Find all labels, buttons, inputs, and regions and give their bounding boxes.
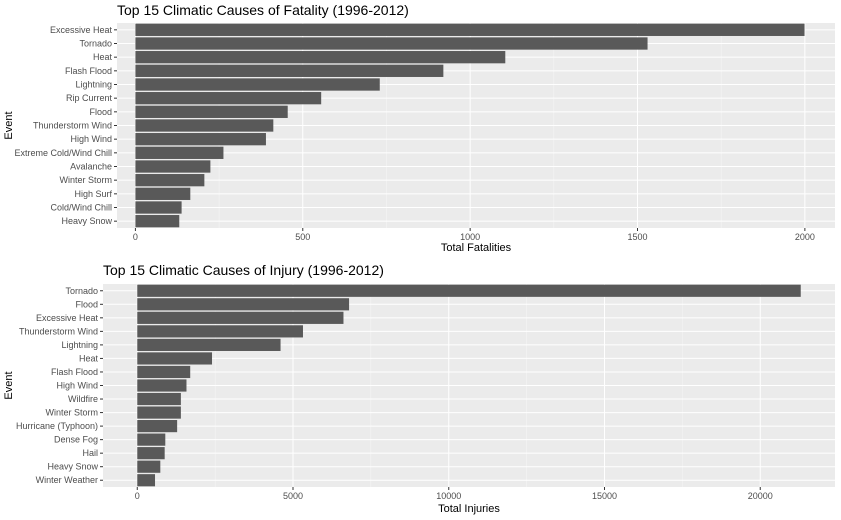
injury-bar (137, 392, 181, 406)
injury-x-tick-label: 20000 (748, 491, 773, 501)
injury-bar (137, 433, 166, 446)
fatality-x-axis-title: Total Fatalities (441, 242, 512, 254)
fatality-category-label: High Wind (70, 134, 112, 144)
injury-bar (137, 298, 350, 311)
fatality-category-label: Cold/Wind Chill (50, 203, 112, 213)
fatality-category-label: Excessive Heat (50, 25, 113, 35)
injury-category-label: Hurricane (Typhoon) (16, 421, 98, 431)
injury-x-ticks: 0 5000 10000 15000 20000 (135, 487, 773, 501)
injury-category-label: Winter Weather (36, 475, 98, 485)
fatality-bar (135, 201, 182, 214)
injury-x-tick-label: 0 (135, 491, 140, 501)
fatality-category-label: Rip Current (66, 93, 113, 103)
injury-category-label: Heavy Snow (47, 462, 98, 472)
injury-category-label: High Wind (56, 381, 98, 391)
fatality-bar (135, 51, 506, 64)
injury-bar (137, 284, 801, 297)
injury-y-axis-title: Event (3, 371, 15, 399)
fatality-x-tick-label: 0 (133, 232, 138, 242)
injury-category-label: Lightning (61, 340, 98, 350)
fatality-x-tick-label: 500 (295, 232, 310, 242)
injury-x-axis-title: Total Injuries (438, 503, 500, 515)
fatality-x-ticks: 0 500 1000 1500 2000 (133, 228, 815, 242)
injury-x-tick-label: 15000 (592, 491, 617, 501)
fatality-y-axis-title: Event (3, 111, 15, 139)
fatality-bar (135, 92, 322, 105)
injury-bar (137, 352, 213, 365)
injury-category-labels: Tornado Flood Excessive Heat Thunderstorm W… (16, 286, 103, 485)
fatality-chart: Top 15 Climatic Causes of Fatality (1996… (3, 2, 835, 254)
injury-category-label: Tornado (65, 286, 98, 296)
fatality-category-labels: Excessive Heat Tornado Heat Flash Flood Ligh… (14, 25, 117, 226)
injury-category-label: Flood (75, 299, 98, 309)
fatality-category-label: Flood (89, 107, 112, 117)
injury-chart: Top 15 Climatic Causes of Injury (1996-2… (3, 262, 835, 515)
injury-bar (137, 338, 281, 351)
injury-category-label: Winter Storm (45, 408, 98, 418)
fatality-bar (135, 160, 211, 173)
injury-category-label: Wildfire (68, 394, 98, 404)
fatality-bar (135, 133, 266, 146)
injury-bar (137, 365, 191, 379)
injury-category-label: Thunderstorm Wind (19, 326, 98, 336)
fatality-x-tick-label: 1000 (460, 232, 480, 242)
injury-category-label: Hail (82, 448, 98, 458)
fatality-category-label: Extreme Cold/Wind Chill (14, 148, 112, 158)
fatality-bar (135, 105, 288, 118)
injury-bars (137, 284, 801, 487)
fatality-category-label: Lightning (75, 80, 112, 90)
injury-category-label: Excessive Heat (36, 313, 99, 323)
injury-category-label: Heat (79, 353, 99, 363)
injury-bar (137, 447, 165, 460)
fatality-bar (135, 64, 444, 77)
fatality-bar (135, 174, 205, 187)
fatality-x-tick-label: 2000 (795, 232, 815, 242)
injury-category-label: Flash Flood (51, 367, 98, 377)
fatality-bar (135, 215, 180, 228)
injury-bar (137, 406, 181, 419)
injury-chart-title: Top 15 Climatic Causes of Injury (1996-2… (103, 262, 384, 278)
fatality-category-label: Heat (93, 52, 113, 62)
fatality-category-label: Thunderstorm Wind (33, 121, 112, 131)
fatality-bar (135, 187, 191, 200)
fatality-category-label: Heavy Snow (61, 216, 112, 226)
injury-x-tick-label: 5000 (283, 491, 303, 501)
fatality-category-label: Flash Flood (65, 66, 112, 76)
injury-bar (137, 460, 161, 473)
fatality-bar (135, 78, 380, 91)
fatality-bar (135, 119, 274, 132)
fatality-bar (135, 37, 648, 50)
fatality-x-tick-label: 1500 (627, 232, 647, 242)
fatality-chart-title: Top 15 Climatic Causes of Fatality (1996… (117, 2, 409, 18)
injury-bar (137, 420, 178, 433)
injury-bar (137, 311, 344, 324)
injury-bar (137, 325, 303, 338)
fatality-bar (135, 146, 224, 159)
fatality-category-label: Avalanche (70, 162, 112, 172)
injury-bar (137, 379, 187, 392)
injury-bar (137, 474, 156, 487)
fatality-bars (135, 23, 805, 228)
injury-x-tick-label: 10000 (436, 491, 461, 501)
injury-category-label: Dense Fog (54, 435, 98, 445)
fatality-category-label: High Surf (74, 189, 112, 199)
fatality-category-label: Winter Storm (59, 175, 112, 185)
fatality-category-label: Tornado (79, 39, 112, 49)
fatality-bar (135, 23, 805, 36)
